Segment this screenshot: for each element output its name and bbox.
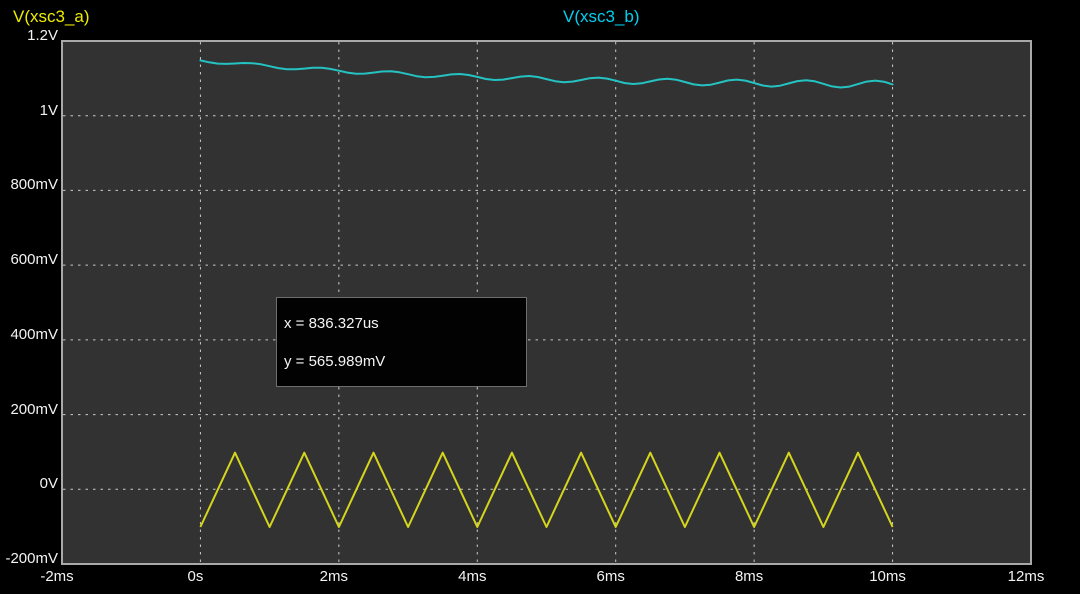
y-tick-label: 200mV [10, 400, 58, 418]
plot-area-background [62, 41, 1031, 564]
y-tick-label: 800mV [10, 176, 58, 194]
x-tick-label: 4ms [458, 568, 487, 585]
x-tick-label: 10ms [869, 568, 906, 585]
y-tick-label: 1.2V [27, 27, 58, 44]
legend-trace-b[interactable]: V(xsc3_b) [563, 7, 640, 26]
x-tick-label: 0s [187, 568, 204, 585]
y-tick-label: 0V [39, 475, 58, 493]
y-tick-label: 400mV [10, 325, 58, 343]
cursor-readout-box[interactable]: x = 836.327us y = 565.989mV [276, 297, 527, 387]
y-tick-label: -200mV [5, 550, 58, 567]
trace-v-xsc3-b[interactable] [199, 59, 894, 89]
x-tick-label: 8ms [734, 568, 764, 585]
cursor-y-value: y = 565.989mV [284, 353, 386, 370]
x-tick-label: 2ms [319, 568, 349, 585]
cursor-x-value: x = 836.327us [284, 315, 379, 332]
y-tick-label: 600mV [10, 251, 58, 269]
legend-trace-a[interactable]: V(xsc3_a) [13, 7, 90, 26]
plot-border [61, 40, 1032, 565]
x-tick-label: 12ms [1007, 568, 1045, 585]
x-tick-label: -2ms [40, 568, 74, 585]
y-tick-label: 1V [39, 101, 58, 119]
x-tick-label: 6ms [596, 568, 625, 585]
trace-v-xsc3-a[interactable] [199, 451, 894, 528]
